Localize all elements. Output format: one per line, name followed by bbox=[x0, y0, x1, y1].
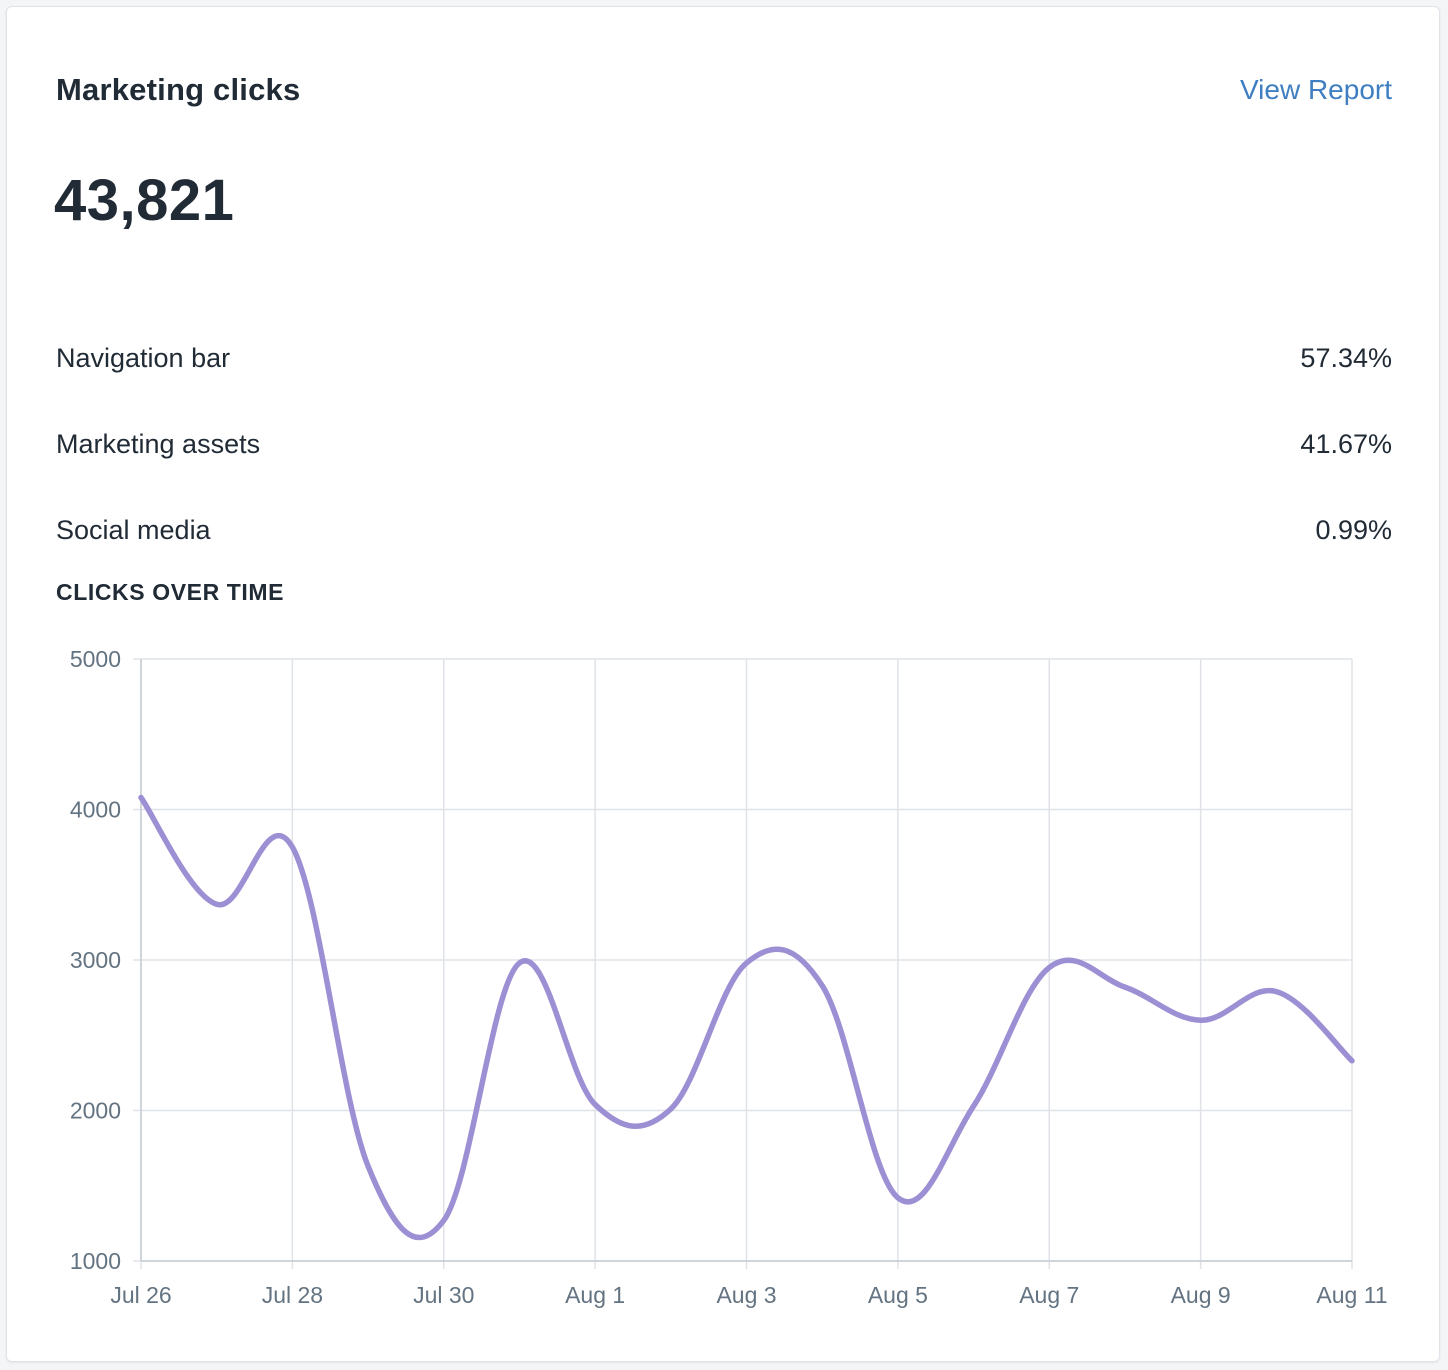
y-axis-ticks: 1000 2000 3000 4000 5000 bbox=[70, 646, 121, 1274]
y-tick-label: 1000 bbox=[70, 1248, 121, 1274]
breakdown-value: 57.34% bbox=[1300, 342, 1392, 373]
x-tick-label: Jul 26 bbox=[110, 1282, 171, 1308]
clicks-over-time-chart: 1000 2000 3000 4000 5000 Jul 26 Jul 28 Jul 30 A… bbox=[70, 646, 1388, 1308]
breakdown-label: Navigation bar bbox=[56, 342, 231, 373]
x-tick-label: Jul 30 bbox=[413, 1282, 474, 1308]
breakdown-label: Social media bbox=[56, 514, 211, 545]
x-tick-label: Aug 3 bbox=[716, 1282, 776, 1308]
card-header: Marketing clicks View Report bbox=[56, 65, 1392, 115]
clicks-breakdown-list: Navigation bar 57.34% Marketing assets 4… bbox=[56, 315, 1392, 573]
breakdown-row-social-media: Social media 0.99% bbox=[56, 487, 1392, 573]
y-tick-label: 2000 bbox=[70, 1098, 121, 1124]
x-tick-label: Aug 1 bbox=[565, 1282, 625, 1308]
breakdown-row-navigation-bar: Navigation bar 57.34% bbox=[56, 315, 1392, 401]
total-clicks-value: 43,821 bbox=[54, 168, 235, 233]
breakdown-label: Marketing assets bbox=[56, 428, 261, 459]
y-tick-label: 4000 bbox=[70, 797, 121, 823]
view-report-link[interactable]: View Report bbox=[1239, 74, 1392, 105]
chart-series bbox=[138, 794, 1355, 1241]
x-axis-ticks: Jul 26 Jul 28 Jul 30 Aug 1 Aug 3 Aug 5 Aug 7 Au… bbox=[110, 1282, 1387, 1308]
breakdown-value: 0.99% bbox=[1315, 514, 1392, 545]
card-title: Marketing clicks bbox=[56, 72, 301, 107]
x-tick-label: Jul 28 bbox=[262, 1282, 323, 1308]
breakdown-value: 41.67% bbox=[1300, 428, 1392, 459]
x-tick-label: Aug 5 bbox=[868, 1282, 928, 1308]
chart-grid bbox=[133, 658, 1353, 1269]
x-tick-label: Aug 11 bbox=[1316, 1282, 1387, 1308]
x-tick-label: Aug 9 bbox=[1171, 1282, 1231, 1308]
y-tick-label: 3000 bbox=[70, 947, 121, 973]
x-tick-label: Aug 7 bbox=[1019, 1282, 1079, 1308]
chart-section-label: CLICKS OVER TIME bbox=[56, 579, 285, 605]
marketing-clicks-card: Marketing clicks View Report 43,821 Navi… bbox=[6, 6, 1440, 1362]
series-line bbox=[138, 794, 1355, 1241]
y-tick-label: 5000 bbox=[70, 646, 121, 672]
breakdown-row-marketing-assets: Marketing assets 41.67% bbox=[56, 401, 1392, 487]
